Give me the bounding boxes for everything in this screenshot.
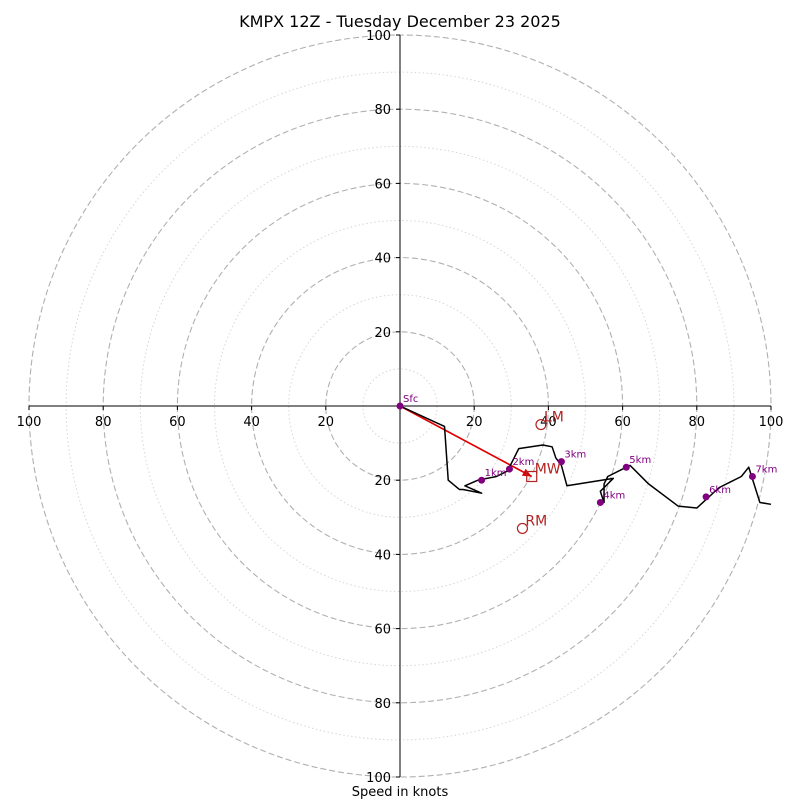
y-tick-label: 20 [374,474,391,489]
height-label-6km: 6km [709,485,731,496]
y-tick-label: 80 [374,697,391,712]
height-label-4km: 4km [603,490,625,501]
height-marker-6km [702,493,710,501]
height-marker-5km [622,463,630,471]
height-label-3km: 3km [564,450,586,461]
height-label-7km: 7km [755,464,777,475]
height-label-1km: 1km [485,468,507,479]
x-tick-label: 20 [318,415,335,430]
y-tick-label: 20 [374,326,391,341]
storm-motion-label-MW: MW [535,461,561,477]
mean-wind-arrow-line [399,405,533,478]
y-tick-label: 40 [374,252,391,267]
tick-labels: 100 80 60 40 20 20 40 60 80 100 100 80 60 40 20 20 40 60 8… [17,29,784,786]
height-label-Sfc: Sfc [403,394,418,405]
storm-motion-marker-LM [535,418,547,431]
storm-motion-label-LM: LM [544,410,564,426]
x-tick-label: 20 [466,415,483,430]
y-tick-label: 100 [366,771,391,786]
height-label-2km: 2km [512,457,534,468]
hodograph-trace [399,405,772,509]
x-tick-label: 80 [95,415,112,430]
hodograph-line [399,405,772,509]
y-tick-label: 60 [374,177,391,192]
x-tick-label: 100 [759,415,784,430]
y-tick-label: 100 [366,29,391,44]
height-markers: Sfc 1km 2km 3km 4km 5km 6km 7km [396,394,777,506]
x-axis-label: Speed in knots [352,785,449,800]
x-tick-label: 40 [540,415,557,430]
y-tick-label: 80 [374,103,391,118]
storm-motion-label-RM: RM [525,513,547,529]
y-tick-label: 60 [374,623,391,638]
height-marker-3km [557,458,565,466]
height-marker-4km [596,498,604,506]
height-label-5km: 5km [629,455,651,466]
x-tick-label: 60 [614,415,631,430]
height-marker-7km [748,472,756,480]
x-tick-label: 40 [243,415,260,430]
height-marker-1km [478,476,486,484]
x-tick-label: 80 [689,415,706,430]
y-tick-label: 40 [374,548,391,563]
height-marker-Sfc [396,402,404,410]
storm-motion-marker-RM [516,522,529,535]
storm-motions: LM MW RM [516,410,564,535]
storm-motion-marker-MW [526,470,538,483]
height-marker-2km [505,465,513,473]
x-tick-label: 60 [169,415,186,430]
x-tick-label: 100 [17,415,42,430]
chart-title: KMPX 12Z - Tuesday December 23 2025 [239,12,561,31]
